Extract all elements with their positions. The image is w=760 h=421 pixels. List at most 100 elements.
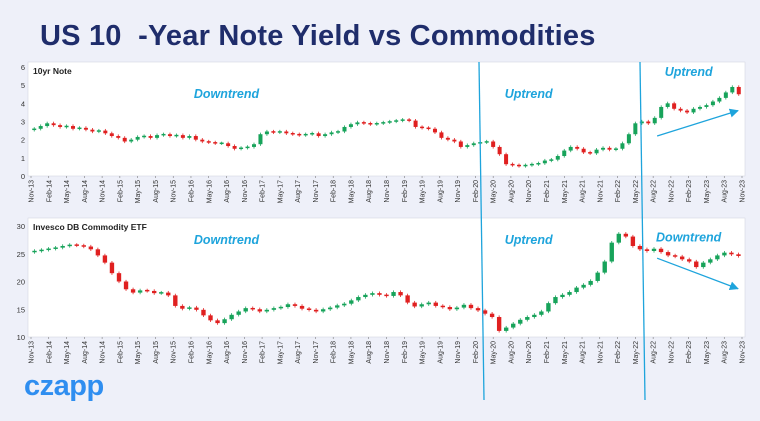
candle-body — [83, 127, 88, 130]
candle-body — [630, 236, 636, 246]
x-tick-label: May-19 — [420, 180, 427, 203]
x-tick-label: Nov-21 — [597, 180, 604, 203]
candle-body — [581, 148, 586, 153]
candle-body — [215, 320, 220, 324]
candle-body — [285, 304, 291, 308]
candle-body — [646, 121, 651, 124]
candle-body — [297, 133, 302, 136]
candle-body — [377, 293, 382, 295]
candle-body — [299, 305, 305, 309]
candle-body — [148, 136, 153, 138]
candle-body — [194, 307, 199, 310]
candle-body — [88, 246, 94, 250]
candle-body — [581, 284, 586, 288]
trend-annotation: Uptrend — [505, 87, 553, 101]
x-tick-label: Nov-15 — [171, 180, 178, 203]
candle-body — [729, 252, 734, 255]
candle-body — [349, 300, 354, 304]
x-tick-label: Nov-17 — [313, 341, 320, 364]
candle-body — [475, 308, 481, 311]
x-tick-label: May-22 — [633, 180, 640, 203]
y-tick-label: 5 — [21, 81, 25, 90]
candle-body — [310, 133, 315, 135]
x-tick-label: Feb-23 — [686, 180, 693, 202]
candle-body — [46, 248, 51, 251]
candle-body — [413, 120, 418, 127]
candle-body — [81, 245, 86, 247]
candle-body — [452, 139, 457, 142]
candle-body — [342, 126, 347, 132]
x-tick-label: Aug-15 — [153, 180, 160, 203]
candle-body — [328, 307, 333, 310]
candle-body — [64, 125, 69, 128]
candle-body — [412, 302, 417, 307]
candle-body — [454, 307, 460, 310]
x-tick-label: Feb-18 — [331, 341, 338, 363]
x-tick-label: Nov-23 — [740, 341, 747, 364]
x-tick-label: Feb-14 — [46, 180, 53, 202]
x-tick-label: May-19 — [420, 341, 427, 364]
x-tick-label: Nov-13 — [29, 341, 36, 364]
candle-body — [652, 117, 657, 124]
x-tick-label: Aug-14 — [82, 180, 89, 203]
candle-body — [103, 130, 108, 134]
candle-body — [213, 142, 218, 144]
candle-body — [623, 233, 629, 237]
candle-body — [232, 146, 237, 149]
candle-body — [407, 119, 412, 121]
candle-body — [90, 129, 95, 132]
candle-body — [639, 121, 644, 124]
panel-background — [27, 217, 746, 338]
candle-body — [316, 133, 321, 137]
chart-title: US 10 -Year Note Yield vs Commodities — [40, 20, 596, 52]
trend-annotation: Uptrend — [505, 233, 553, 247]
candle-body — [174, 134, 179, 137]
x-tick-label: Aug-22 — [651, 341, 658, 364]
x-tick-label: Aug-15 — [153, 341, 160, 364]
candle-body — [708, 259, 713, 263]
x-tick-label: Aug-22 — [651, 180, 658, 203]
divider-line-2020 — [478, 61, 485, 401]
candle-body — [678, 108, 683, 111]
candle-body — [568, 146, 573, 151]
x-tick-label: Feb-22 — [615, 341, 622, 363]
candle-body — [633, 123, 638, 135]
candle-body — [525, 317, 530, 320]
candle-body — [672, 255, 678, 257]
y-tick-label: 15 — [17, 305, 25, 314]
candle-body — [665, 252, 671, 256]
candle-body — [277, 131, 282, 133]
x-tick-label: May-20 — [491, 180, 498, 203]
candle-body — [180, 305, 185, 309]
x-tick-label: May-21 — [562, 180, 569, 203]
x-tick-label: Aug-18 — [366, 180, 373, 203]
candle-body — [555, 156, 560, 160]
candle-body — [187, 136, 192, 138]
candle-body — [60, 245, 65, 248]
candle-body — [468, 304, 474, 309]
candle-body — [363, 294, 368, 298]
candle-body — [356, 297, 361, 301]
x-tick-label: May-15 — [135, 341, 142, 364]
candle-body — [659, 106, 664, 118]
x-tick-label: Nov-16 — [242, 341, 249, 364]
x-tick-label: Feb-18 — [331, 180, 338, 202]
candle-body — [511, 323, 516, 328]
y-tick-label: 20 — [17, 278, 25, 287]
candle-body — [697, 106, 702, 109]
x-tick-label: Nov-20 — [526, 341, 533, 364]
candle-body — [290, 133, 295, 135]
y-tick-label: 3 — [21, 118, 25, 127]
brand-logo: czapp — [24, 370, 104, 402]
x-tick-label: Nov-13 — [29, 180, 36, 203]
y-tick-label: 6 — [21, 63, 25, 72]
candle-body — [701, 262, 706, 268]
candle-body — [67, 244, 72, 247]
candle-body — [503, 327, 509, 331]
candle-body — [144, 289, 150, 292]
candle-body — [167, 134, 172, 137]
candle-body — [271, 308, 277, 310]
candle-body — [679, 256, 685, 260]
candle-body — [71, 126, 76, 129]
candle-body — [609, 242, 614, 262]
